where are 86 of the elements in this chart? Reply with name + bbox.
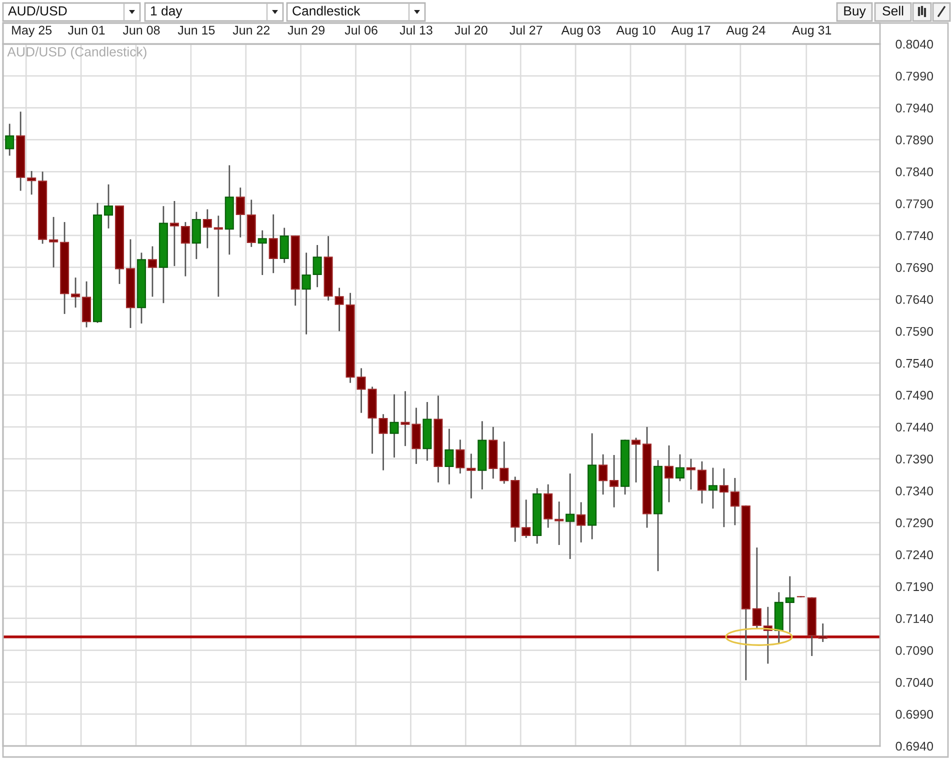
candlestick bbox=[708, 467, 718, 510]
text: Candlestick bbox=[292, 6, 360, 16]
candlestick bbox=[390, 394, 399, 458]
y-tick-label: 0.7990 bbox=[896, 72, 934, 81]
candlestick bbox=[400, 390, 410, 447]
y-tick-label: 0.7890 bbox=[896, 136, 934, 144]
candlestick bbox=[675, 454, 684, 482]
x-tick-label: Jul 06 bbox=[344, 25, 378, 35]
y-tick-label: 0.7940 bbox=[896, 104, 934, 112]
x-tick-label: May 25 bbox=[12, 26, 52, 38]
candlestick bbox=[818, 622, 828, 643]
candlestick bbox=[598, 454, 608, 496]
candlestick bbox=[500, 440, 509, 484]
x-tick-label: Aug 31 bbox=[792, 26, 832, 38]
candlestick bbox=[280, 227, 289, 264]
candlestick bbox=[785, 576, 794, 634]
candlestick bbox=[566, 472, 575, 560]
candlestick bbox=[5, 123, 14, 156]
candlestick bbox=[697, 460, 706, 504]
y-tick-label: 0.7090 bbox=[896, 646, 934, 655]
y-tick-label: 0.7240 bbox=[896, 550, 934, 560]
x-tick-label: Aug 03 bbox=[561, 26, 600, 38]
candlestick bbox=[214, 214, 223, 298]
y-tick-label: 0.7840 bbox=[896, 167, 934, 176]
x-tick-label: Jul 13 bbox=[400, 25, 432, 35]
candlestick bbox=[236, 186, 245, 238]
candlestick bbox=[334, 287, 344, 332]
candlestick bbox=[610, 454, 619, 508]
x-tick-label: Jun 08 bbox=[122, 26, 160, 35]
candlestick bbox=[312, 244, 322, 288]
candlestick bbox=[148, 246, 157, 298]
candlestick bbox=[192, 211, 201, 260]
text: 1 day bbox=[151, 6, 182, 18]
y-tick-label: 0.7440 bbox=[896, 422, 934, 432]
y-tick-label: 0.6940 bbox=[896, 742, 934, 751]
y-tick-label: 0.7640 bbox=[896, 295, 934, 304]
candlestick bbox=[302, 252, 311, 336]
y-tick-label: 0.6990 bbox=[896, 710, 934, 719]
candlestick bbox=[752, 546, 762, 630]
x-tick-label: Jun 01 bbox=[68, 26, 105, 35]
y-tick-label: 0.7590 bbox=[896, 326, 934, 336]
candlestick bbox=[730, 477, 740, 526]
candlestick bbox=[104, 184, 114, 230]
x-tick-label: Aug 17 bbox=[671, 26, 710, 38]
x-tick-label: Jun 15 bbox=[178, 26, 215, 35]
x-tick-label: Aug 10 bbox=[616, 26, 656, 38]
x-tick-label: Jul 27 bbox=[510, 25, 542, 35]
chart-title: AUD/USD (Candlestick) bbox=[7, 46, 146, 60]
candlestick bbox=[202, 208, 212, 249]
y-tick-label: 0.7690 bbox=[896, 263, 934, 272]
text: Sell bbox=[882, 6, 904, 16]
y-tick-label: 0.7490 bbox=[896, 390, 934, 400]
x-tick-label: Aug 24 bbox=[726, 26, 766, 38]
x-tick-label: Jun 29 bbox=[288, 26, 324, 35]
y-tick-label: 0.7790 bbox=[896, 199, 934, 208]
y-tick-label: 0.7740 bbox=[896, 231, 934, 240]
candlestick bbox=[27, 170, 36, 196]
candlestick bbox=[456, 438, 465, 474]
y-tick-label: 0.7190 bbox=[896, 582, 934, 592]
y-tick-label: 0.7340 bbox=[896, 486, 934, 496]
candlestick bbox=[258, 230, 267, 276]
candlestick bbox=[576, 502, 586, 544]
candlestick bbox=[522, 498, 531, 539]
candlestick bbox=[170, 200, 179, 267]
candlestick bbox=[719, 468, 728, 528]
y-tick-label: 0.8040 bbox=[896, 40, 934, 49]
x-tick-label: Jun 22 bbox=[232, 26, 270, 35]
y-tick-label: 0.7540 bbox=[896, 358, 934, 368]
y-tick-label: 0.7390 bbox=[896, 454, 934, 464]
text: Buy bbox=[844, 6, 866, 18]
candlestick bbox=[554, 500, 564, 546]
candlestick bbox=[686, 458, 696, 490]
text: AUD/USD bbox=[8, 6, 67, 16]
y-tick-label: 0.7040 bbox=[896, 678, 934, 687]
y-tick-label: 0.7290 bbox=[896, 518, 934, 528]
candlestick bbox=[664, 444, 674, 503]
candlestick bbox=[71, 276, 80, 308]
candlestick bbox=[49, 216, 58, 268]
x-tick-label: Jul 20 bbox=[454, 25, 488, 35]
y-tick-label: 0.7140 bbox=[896, 614, 934, 624]
candlestick bbox=[444, 428, 454, 486]
candlestick bbox=[180, 221, 190, 277]
candlestick bbox=[466, 453, 476, 500]
candlestick bbox=[632, 437, 641, 484]
candlestick bbox=[268, 214, 278, 274]
candlestick bbox=[356, 368, 366, 414]
